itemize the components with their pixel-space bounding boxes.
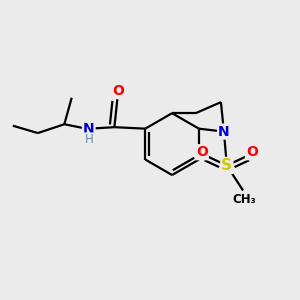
Text: H: H: [84, 133, 93, 146]
Text: CH₃: CH₃: [232, 193, 256, 206]
Text: O: O: [112, 84, 124, 98]
Text: N: N: [83, 122, 94, 136]
Text: N: N: [218, 124, 230, 139]
Text: S: S: [221, 158, 232, 173]
Text: O: O: [246, 145, 258, 159]
Text: O: O: [196, 145, 208, 159]
